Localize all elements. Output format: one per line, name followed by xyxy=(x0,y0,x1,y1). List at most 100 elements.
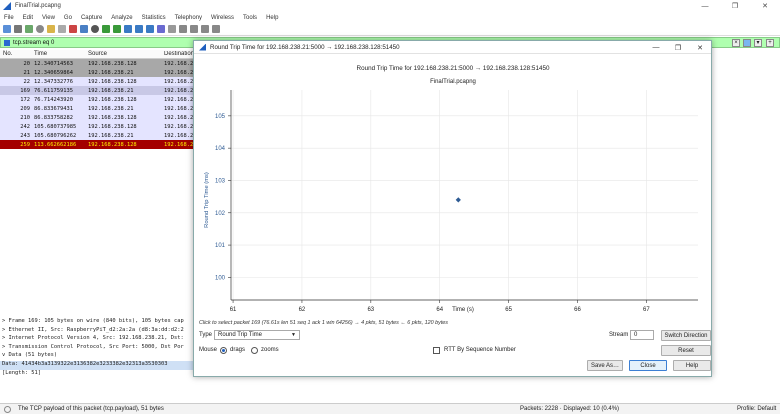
minimize-icon[interactable]: — xyxy=(701,2,709,10)
cell-source: 192.168.238.128 xyxy=(88,114,137,121)
switch-direction-button[interactable]: Switch Direction xyxy=(661,330,711,341)
detail-frame[interactable]: > Frame 169: 105 bytes on wire (840 bits… xyxy=(2,318,184,324)
go-forward-icon[interactable] xyxy=(113,25,121,33)
table-row[interactable]: 210 86.833758282 192.168.238.128 192.168.2 xyxy=(0,113,195,122)
cell-no: 22 xyxy=(23,78,31,85)
table-row[interactable]: 209 86.833679431 192.168.238.21 192.168.2 xyxy=(0,104,195,113)
last-packet-icon[interactable] xyxy=(146,25,154,33)
menu-view[interactable]: View xyxy=(42,14,55,21)
window-title: FinalTrial.pcapng xyxy=(15,3,61,9)
save-file-icon[interactable] xyxy=(58,25,66,33)
dialog-minimize-icon[interactable]: — xyxy=(652,44,660,51)
column-destination[interactable]: Destination xyxy=(164,51,195,57)
menu-statistics[interactable]: Statistics xyxy=(141,14,166,21)
zooms-radio[interactable] xyxy=(251,347,258,354)
clear-filter-icon[interactable]: × xyxy=(732,39,740,47)
stream-spinbox[interactable]: 0 xyxy=(630,330,654,340)
column-time[interactable]: Time xyxy=(34,51,48,57)
bookmark-icon[interactable] xyxy=(4,39,10,46)
table-row[interactable]: 20 12.340714563 192.168.238.128 192.168.2 xyxy=(0,59,195,68)
dialog-maximize-icon[interactable]: ❐ xyxy=(674,44,682,52)
graph-type-select[interactable]: Round Trip Time ▼ xyxy=(214,330,300,340)
find-packet-icon[interactable] xyxy=(91,25,99,33)
drags-radio[interactable] xyxy=(220,347,227,354)
menu-telephony[interactable]: Telephony xyxy=(174,14,203,21)
y-tick-label: 100 xyxy=(215,275,226,281)
cell-source: 192.168.238.21 xyxy=(88,132,134,139)
menu-tools[interactable]: Tools xyxy=(243,14,258,21)
close-icon[interactable]: ✕ xyxy=(762,3,768,10)
status-packet-count: Packets: 2228 · Displayed: 10 (0.4%) xyxy=(520,406,620,412)
close-file-icon[interactable] xyxy=(69,25,77,33)
normal-size-icon[interactable] xyxy=(201,25,209,33)
go-to-packet-icon[interactable] xyxy=(124,25,132,33)
menu-analyze[interactable]: Analyze xyxy=(111,14,133,21)
cell-time: 113.662662186 xyxy=(34,141,77,148)
dialog-close-icon[interactable]: ✕ xyxy=(697,44,703,52)
type-label: Type xyxy=(199,332,213,338)
packet-details: > Frame 169: 105 bytes on wire (840 bits… xyxy=(0,318,195,378)
reset-button[interactable]: Reset xyxy=(661,345,711,356)
stop-capture-icon[interactable] xyxy=(14,25,22,33)
wireshark-fin-icon xyxy=(3,2,11,10)
save-as-button[interactable]: Save As… xyxy=(587,360,623,371)
first-packet-icon[interactable] xyxy=(135,25,143,33)
detail-tcp[interactable]: > Transmission Control Protocol, Src Por… xyxy=(2,343,184,350)
cell-no: 209 xyxy=(20,105,30,112)
x-tick-label: 67 xyxy=(643,307,650,313)
column-source[interactable]: Source xyxy=(88,51,108,57)
table-row[interactable]: 21 12.340659864 192.168.238.21 192.168.2 xyxy=(0,68,195,77)
rtt-by-sequence-label[interactable]: RTT By Sequence Number xyxy=(444,347,516,353)
detail-data[interactable]: v Data (51 bytes) xyxy=(2,352,58,359)
menu-help[interactable]: Help xyxy=(266,14,279,21)
apply-filter-icon[interactable] xyxy=(743,39,751,47)
reload-icon[interactable] xyxy=(80,25,88,33)
table-row[interactable]: 172 76.714243920 192.168.238.128 192.168.2 xyxy=(0,95,195,104)
add-filter-button-icon[interactable]: + xyxy=(766,39,774,47)
zooms-label[interactable]: zooms xyxy=(261,347,279,353)
filter-history-icon[interactable]: ▾ xyxy=(754,39,762,47)
menu-capture[interactable]: Capture xyxy=(80,14,103,21)
drags-label[interactable]: drags xyxy=(230,347,246,353)
open-file-icon[interactable] xyxy=(47,25,55,33)
maximize-icon[interactable]: ❐ xyxy=(731,3,739,10)
table-row[interactable]: 243 105.680796262 192.168.238.21 192.168.2 xyxy=(0,131,195,140)
restart-capture-icon[interactable] xyxy=(25,25,33,33)
detail-data-length[interactable]: [Length: 51] xyxy=(2,369,41,376)
cell-no: 172 xyxy=(20,96,30,103)
menu-go[interactable]: Go xyxy=(63,14,72,21)
detail-ip[interactable]: > Internet Protocol Version 4, Src: 192.… xyxy=(2,335,184,342)
menu-wireless[interactable]: Wireless xyxy=(211,14,235,21)
colorize-icon[interactable] xyxy=(168,25,176,33)
start-capture-icon[interactable] xyxy=(3,25,11,33)
chevron-down-icon: ▼ xyxy=(291,332,296,338)
cell-destination: 192.168.2 xyxy=(164,141,194,148)
help-button[interactable]: Help xyxy=(673,360,711,371)
go-back-icon[interactable] xyxy=(102,25,110,33)
rtt-chart-svg[interactable]: Round Trip Time for 192.168.238.21:5000 … xyxy=(198,57,708,317)
capture-options-icon[interactable] xyxy=(36,25,44,33)
display-filter-input[interactable]: tcp.stream eq 0 xyxy=(13,39,55,46)
menu-edit[interactable]: Edit xyxy=(22,14,34,21)
menu-file[interactable]: File xyxy=(4,14,14,21)
autoscroll-icon[interactable] xyxy=(157,25,165,33)
expert-info-icon[interactable] xyxy=(4,405,11,413)
detail-ethernet[interactable]: > Ethernet II, Src: RaspberryPiT_d2:2a:2… xyxy=(2,326,184,333)
cell-source: 192.168.238.21 xyxy=(88,87,134,94)
zoom-out-icon[interactable] xyxy=(190,25,198,33)
cell-destination: 192.168.2 xyxy=(164,105,194,112)
rtt-plot[interactable]: Round Trip Time for 192.168.238.21:5000 … xyxy=(198,57,708,317)
x-tick-label: 63 xyxy=(367,307,374,313)
rtt-by-sequence-checkbox[interactable] xyxy=(433,347,440,354)
table-row[interactable]: 242 105.680737985 192.168.238.128 192.168.2 xyxy=(0,122,195,131)
table-row[interactable]: 259 113.662662186 192.168.238.128 192.168.2 xyxy=(0,140,195,149)
column-no[interactable]: No. xyxy=(3,51,13,57)
close-button[interactable]: Close xyxy=(629,360,667,371)
zoom-in-icon[interactable] xyxy=(179,25,187,33)
detail-data-bytes[interactable]: Data: 41434b3a3139322e3136382e3233382e32… xyxy=(0,360,195,370)
table-row[interactable]: 169 76.611759135 192.168.238.21 192.168.2 xyxy=(0,86,195,95)
rtt-data-point xyxy=(455,197,461,203)
resize-columns-icon[interactable] xyxy=(212,25,220,33)
status-profile[interactable]: Profile: Default xyxy=(737,406,777,412)
table-row[interactable]: 22 12.347332776 192.168.238.128 192.168.2 xyxy=(0,77,195,86)
